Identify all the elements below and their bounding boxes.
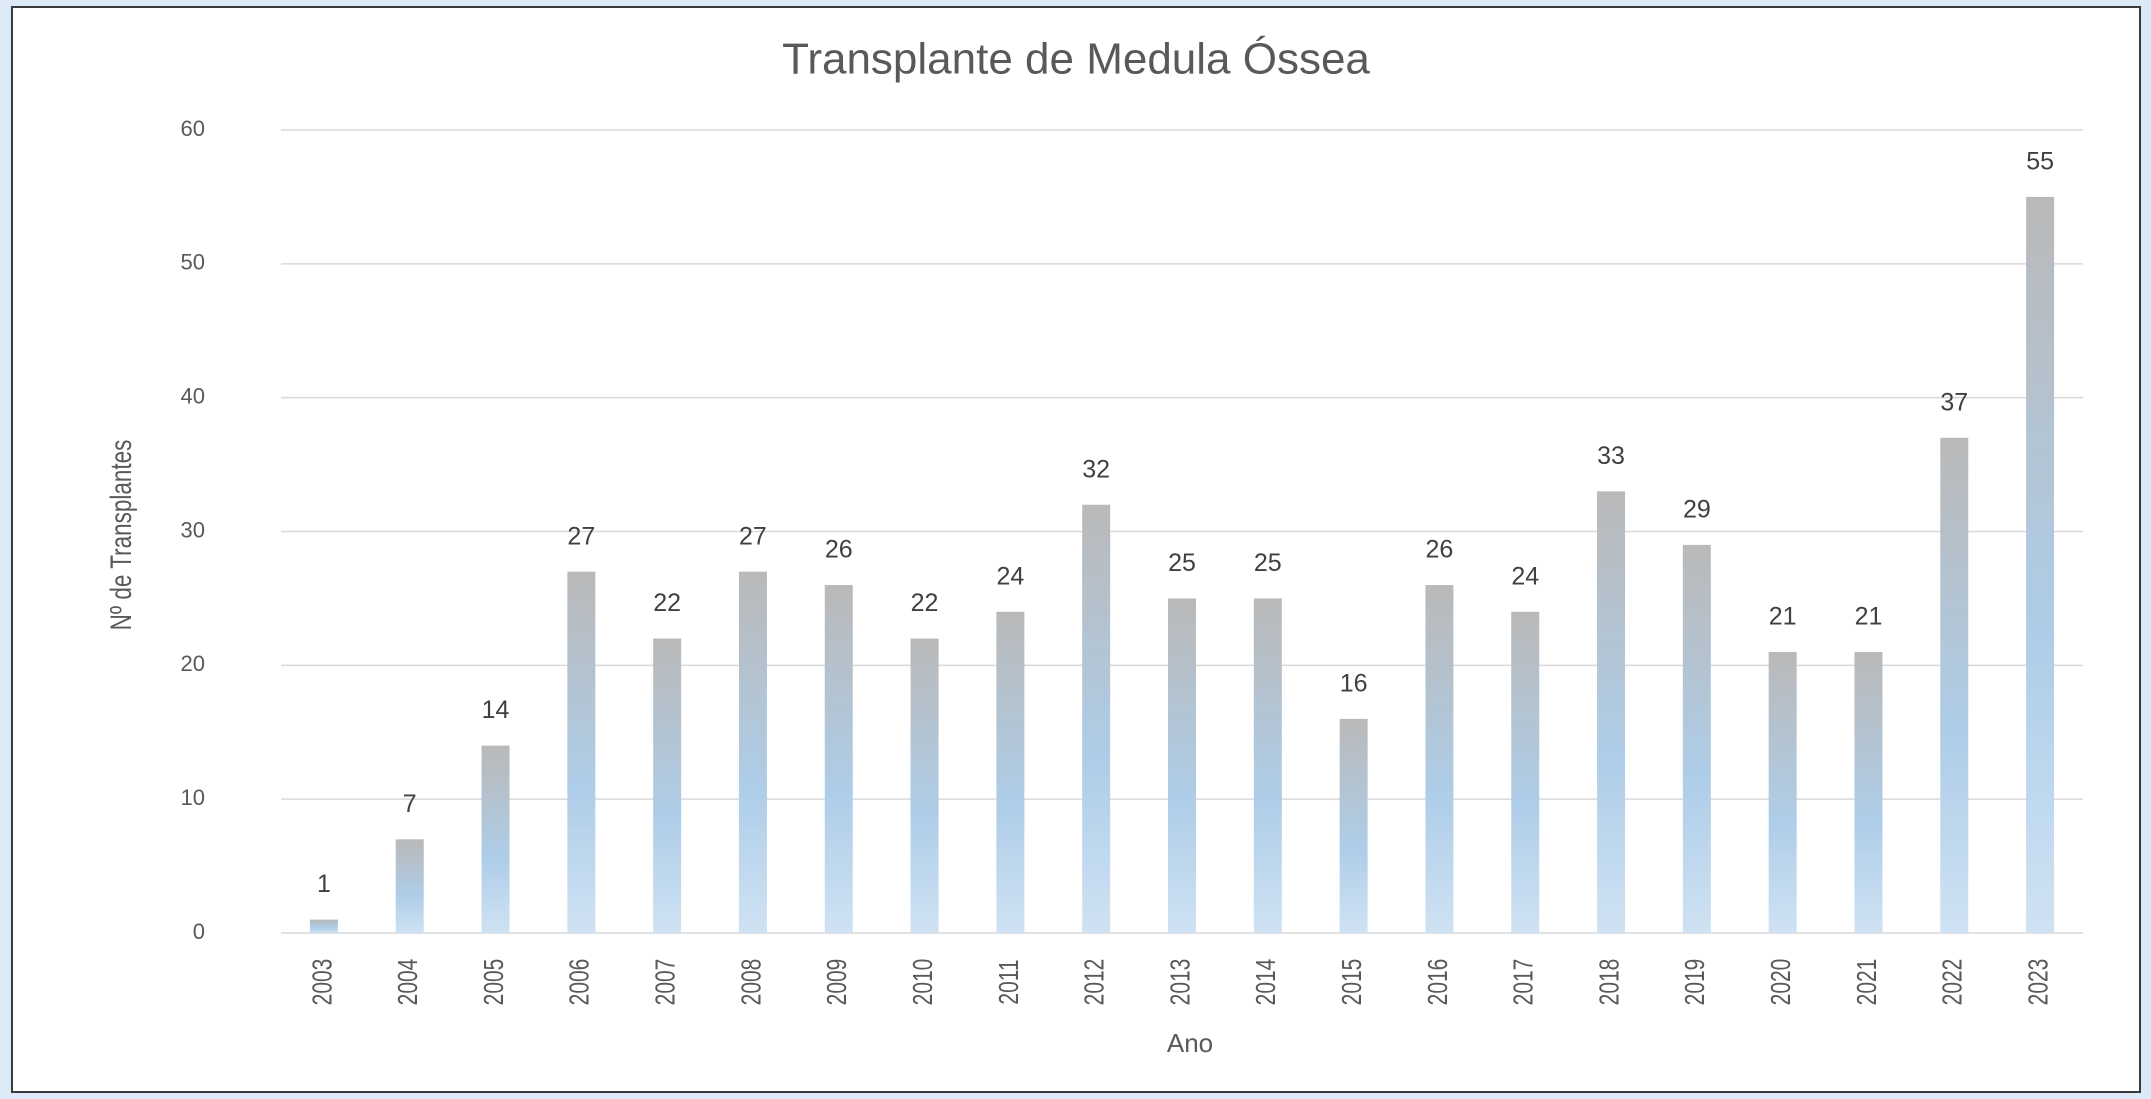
- bar: [1168, 598, 1196, 933]
- y-tick-label: 0: [193, 919, 205, 944]
- bar: [309, 919, 338, 933]
- bar: [1768, 651, 1797, 933]
- bar: [738, 571, 767, 933]
- data-label: 37: [1940, 388, 1968, 416]
- x-tick-label: 2021: [1852, 959, 1883, 1006]
- y-axis-label: Nº de Transplantes: [104, 440, 138, 631]
- data-label: 33: [1597, 442, 1625, 470]
- x-tick-label: 2003: [308, 959, 339, 1006]
- bar: [1339, 718, 1368, 933]
- x-tick-label: 2015: [1337, 959, 1368, 1006]
- bar: [996, 611, 1025, 933]
- bar: [910, 638, 939, 933]
- y-tick-label: 30: [181, 517, 205, 542]
- x-tick-label: 2019: [1680, 959, 1711, 1006]
- x-tick-label: 2008: [737, 959, 768, 1006]
- data-label: 21: [1769, 603, 1797, 631]
- data-label: 25: [1168, 549, 1196, 577]
- x-axis-label: Ano: [1167, 1028, 1213, 1058]
- bar: [653, 638, 682, 933]
- data-label: 25: [1254, 549, 1282, 577]
- bar: [2026, 196, 2055, 933]
- data-label: 29: [1683, 495, 1711, 523]
- x-tick-label: 2009: [822, 959, 853, 1006]
- bar: [1253, 598, 1282, 933]
- y-tick-label: 60: [181, 116, 205, 141]
- x-tick-label: 2023: [2024, 959, 2055, 1006]
- bar: [1511, 611, 1540, 933]
- x-tick-label: 2006: [565, 959, 596, 1006]
- x-tick-label: 2004: [393, 958, 424, 1005]
- y-tick-label: 10: [181, 785, 205, 810]
- x-tick-label: 2011: [994, 959, 1025, 1004]
- data-label: 22: [653, 589, 681, 617]
- data-label: 32: [1082, 455, 1110, 483]
- data-label: 24: [996, 562, 1024, 590]
- x-tick-label: 2022: [1938, 959, 1969, 1006]
- bar: [481, 745, 510, 933]
- data-label: 1: [317, 870, 331, 898]
- bar: [1854, 651, 1883, 933]
- data-label: 55: [2026, 148, 2054, 176]
- bar: [1597, 491, 1626, 933]
- data-label: 27: [739, 522, 767, 550]
- chart-title: Transplante de Medula Óssea: [782, 35, 1370, 84]
- x-tick-label: 2013: [1166, 959, 1197, 1006]
- y-tick-label: 20: [181, 651, 205, 676]
- x-tick-label: 2012: [1080, 959, 1111, 1006]
- bar: [1082, 504, 1111, 933]
- x-tick-label: 2007: [651, 959, 682, 1006]
- bar: [1682, 544, 1711, 933]
- bar: [395, 839, 424, 933]
- data-label: 26: [825, 536, 853, 564]
- data-label: 14: [482, 696, 510, 724]
- x-tick-label: 2010: [908, 959, 939, 1006]
- data-label: 24: [1511, 562, 1539, 590]
- bar: [567, 571, 596, 933]
- x-tick-label: 2020: [1766, 959, 1797, 1006]
- bar: [1940, 437, 1969, 933]
- y-tick-label: 40: [181, 383, 205, 408]
- y-tick-label: 50: [181, 250, 205, 275]
- x-tick-label: 2017: [1509, 959, 1540, 1006]
- data-label: 22: [911, 589, 939, 617]
- x-tick-label: 2018: [1595, 959, 1626, 1006]
- data-label: 16: [1340, 669, 1368, 697]
- data-label: 26: [1426, 536, 1454, 564]
- x-tick-label: 2016: [1423, 959, 1454, 1006]
- bar: [824, 585, 853, 933]
- data-label: 27: [567, 522, 595, 550]
- data-label: 7: [403, 790, 417, 818]
- x-tick-label: 2014: [1251, 958, 1282, 1005]
- bar: [1425, 585, 1454, 933]
- x-tick-label: 2005: [479, 959, 510, 1006]
- data-label: 21: [1855, 603, 1883, 631]
